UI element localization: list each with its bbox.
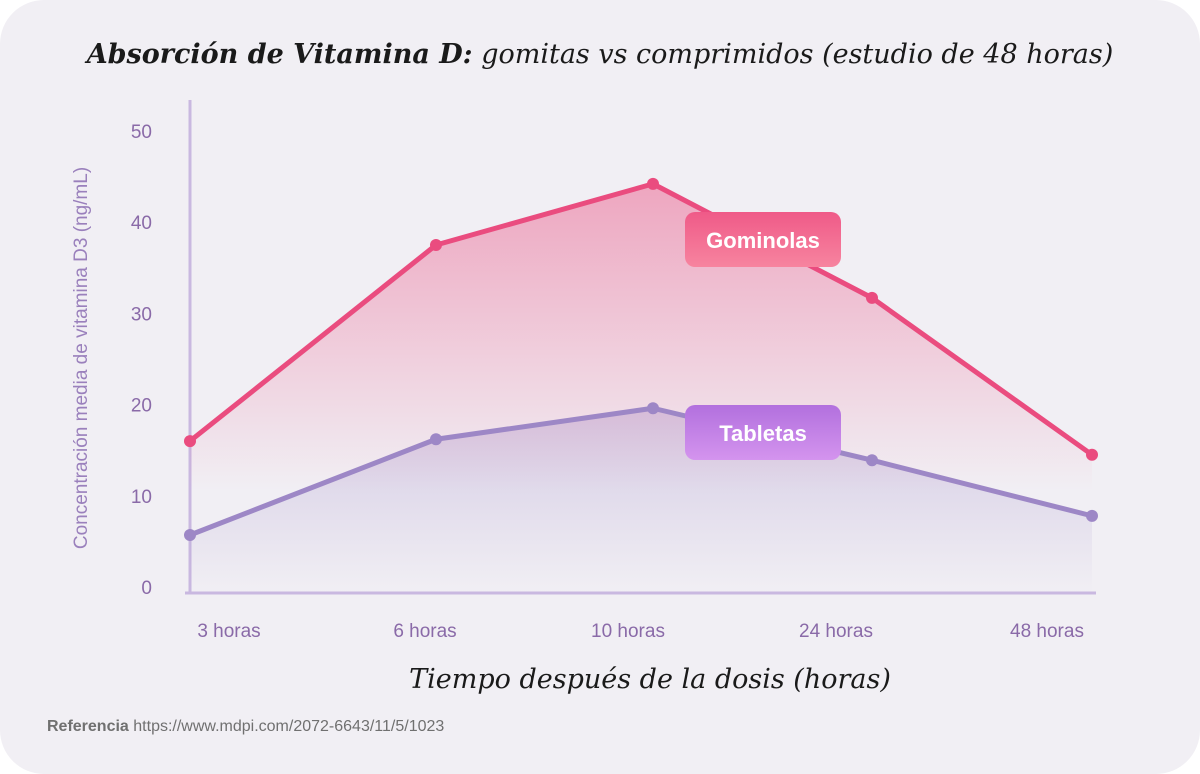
y-tick-label: 10	[131, 487, 152, 508]
y-tick-label: 0	[141, 578, 152, 599]
data-point[interactable]	[184, 529, 196, 542]
series-name: Gominolas	[706, 228, 820, 253]
x-tick-label: 3 horas	[197, 621, 260, 642]
data-point[interactable]	[430, 239, 442, 251]
chart-title-bold: Absorción de Vitamina D:	[84, 39, 473, 70]
x-tick-label: 24 horas	[799, 621, 873, 642]
data-point[interactable]	[866, 454, 878, 467]
y-tick-label: 30	[131, 304, 152, 325]
x-tick-label: 10 horas	[591, 621, 665, 642]
chart-title-rest: gomitas vs comprimidos (estudio de 48 ho…	[473, 39, 1114, 70]
data-point[interactable]	[866, 291, 878, 304]
x-axis-label: Tiempo después de la dosis (horas)	[409, 664, 891, 695]
data-point[interactable]	[430, 433, 442, 446]
reference: Referencia https://www.mdpi.com/2072-664…	[47, 718, 444, 736]
data-point[interactable]	[647, 402, 659, 415]
reference-url[interactable]: https://www.mdpi.com/2072-6643/11/5/1023	[133, 718, 445, 735]
reference-label: Referencia	[47, 718, 129, 735]
data-point[interactable]	[1086, 448, 1098, 461]
chart-title: Absorción de Vitamina D: gomitas vs comp…	[84, 39, 1114, 70]
series-label-badge	[685, 212, 841, 267]
series-area	[190, 183, 1092, 593]
x-tick-label: 48 horas	[1010, 621, 1084, 642]
data-point[interactable]	[184, 435, 196, 448]
x-tick-label: 6 horas	[393, 621, 456, 642]
y-tick-label: 50	[131, 122, 152, 143]
data-point[interactable]	[1086, 509, 1098, 522]
series-name: Tabletas	[719, 421, 807, 446]
data-point[interactable]	[647, 177, 659, 190]
y-axis-label: Concentración media de vitamina D3 (ng/m…	[71, 167, 92, 549]
y-tick-label: 20	[131, 396, 152, 417]
y-tick-label: 40	[131, 213, 152, 234]
series-label-badge	[685, 405, 841, 460]
